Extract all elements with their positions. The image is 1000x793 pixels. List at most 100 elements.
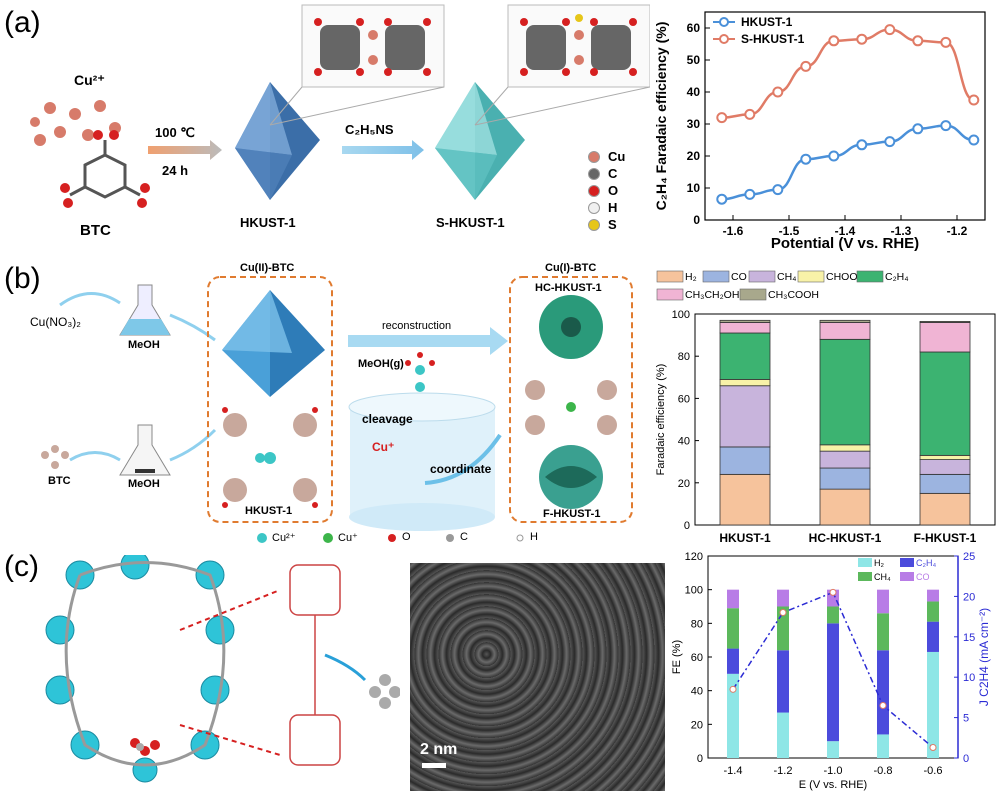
y-tick-label: 30 <box>687 117 701 131</box>
atom-legend-b <box>257 533 524 543</box>
cu1-btc-label: Cu(I)-BTC <box>545 262 597 274</box>
y-tick-label: 60 <box>687 21 701 35</box>
legend-a-label: S <box>608 217 617 232</box>
bar-segment <box>919 492 971 526</box>
category-label: -0.8 <box>874 765 893 777</box>
current-point <box>829 588 837 596</box>
bar-segment <box>827 606 839 624</box>
y-axis-label: Faradaic efficiency (%) <box>655 364 667 476</box>
panel-label-b: (b) <box>4 262 41 295</box>
meoh-label-1: MeOH <box>128 339 160 351</box>
cu-no3-label: Cu(NO₃)₂ <box>30 315 81 329</box>
current-point <box>879 701 887 709</box>
legend-a-item: Cu <box>588 148 648 165</box>
data-point <box>772 184 784 196</box>
category-label: -1.0 <box>824 765 843 777</box>
legend-a-item: S <box>588 216 648 233</box>
bar-segment <box>777 589 789 607</box>
x-axis-label: E (V vs. RHE) <box>799 779 867 791</box>
data-point <box>912 123 924 135</box>
bar-segment <box>927 601 939 622</box>
bar-segment <box>927 621 939 652</box>
category-label: HC-HKUST-1 <box>809 531 882 545</box>
legend-a-item: O <box>588 182 648 199</box>
bar-segment <box>819 338 871 446</box>
mof-structure-c <box>45 555 400 783</box>
legend-swatch <box>858 572 872 581</box>
data-point <box>912 35 924 47</box>
bar-segment <box>919 351 971 456</box>
hkust-structure-b <box>222 407 318 508</box>
legend-a-item: H <box>588 199 648 216</box>
atom-dot <box>588 150 600 163</box>
legend-label: CH₃CH₂OH <box>685 289 739 301</box>
legend-label: CH₄ <box>777 271 796 283</box>
chart-c2h4-fe: -1.6 -1.5 -1.4 -1.3 -1.2 0 10 20 30 40 50 60 Potenti… <box>653 11 986 252</box>
chart-fe-stacked-b: 0 20 40 60 80 100 Faradaic efficiency (%) HKUST… <box>655 270 996 545</box>
legend-a-label: O <box>608 183 619 198</box>
panel-label-c: (c) <box>4 550 39 583</box>
cu-ion-cluster <box>30 100 121 146</box>
data-point <box>884 136 896 148</box>
data-point <box>968 134 980 146</box>
legend-label: C₂H₄ <box>885 271 909 283</box>
bar-segment <box>777 712 789 758</box>
legend-label: S-HKUST-1 <box>741 32 805 46</box>
legend-swatch <box>739 288 767 301</box>
legend-label: CH₄ <box>874 572 891 582</box>
x-tick-label: -1.2 <box>947 224 968 238</box>
y-tick-label: 40 <box>678 436 690 448</box>
cu-plus-label: Cu⁺ <box>372 440 395 454</box>
x-tick-label: -1.5 <box>779 224 800 238</box>
bar-segment <box>819 444 871 452</box>
box-cu1-btc <box>509 276 633 523</box>
y-tick-label: 60 <box>678 393 690 405</box>
bar-segment <box>719 473 771 526</box>
y-axis-label-right: J C2H4 (mA cm⁻²) <box>977 608 991 706</box>
y-tick-label-right: 5 <box>963 713 969 725</box>
arrow-reconstruction <box>348 327 508 355</box>
y-tick-label-right: 25 <box>963 551 975 563</box>
y-tick-label: 100 <box>672 309 690 321</box>
legend-swatch <box>656 270 684 283</box>
f-hkust-label: F-HKUST-1 <box>543 508 601 520</box>
bar-segment <box>819 450 871 469</box>
octahedron-b <box>222 290 325 397</box>
bar-segment <box>719 332 771 380</box>
current-point <box>779 609 787 617</box>
category-label: F-HKUST-1 <box>914 531 977 545</box>
s-hkust-label-a: S-HKUST-1 <box>436 215 505 230</box>
meoh-label-2: MeOH <box>128 478 160 490</box>
bar-segment <box>719 322 771 334</box>
current-point <box>729 685 737 693</box>
cleavage-label: cleavage <box>362 412 413 426</box>
y-tick-label-right: 10 <box>963 672 975 684</box>
bar-segment <box>777 650 789 713</box>
condition-time: 24 h <box>162 163 189 178</box>
x-axis-label: Potential (V vs. RHE) <box>771 235 919 252</box>
arrow-synthesis <box>148 140 222 160</box>
data-point <box>828 150 840 162</box>
legend-b-cu1: Cu⁺ <box>338 532 358 544</box>
legend-swatch <box>856 270 884 283</box>
legend-swatch <box>702 270 730 283</box>
atom-dot <box>588 218 600 231</box>
y-tick-label: 60 <box>691 652 703 664</box>
legend-swatch <box>900 558 914 567</box>
y-tick-label: 0 <box>693 213 700 227</box>
y-axis-label: FE (%) <box>671 640 683 674</box>
y-tick-label: 100 <box>685 585 703 597</box>
x-tick-label: -1.3 <box>891 224 912 238</box>
bar-segment <box>919 454 971 460</box>
atom-dot <box>588 167 600 180</box>
y-tick-label: 0 <box>697 753 703 765</box>
hkust-label-a: HKUST-1 <box>240 215 296 230</box>
x-tick-label: -1.6 <box>723 224 744 238</box>
legend-label: CH₃COOH <box>768 289 819 301</box>
data-point <box>744 108 756 120</box>
bar-segment <box>719 379 771 387</box>
data-point <box>884 24 896 36</box>
scale-bar <box>422 763 446 768</box>
y-tick-label: 50 <box>687 53 701 67</box>
box-cu2-btc <box>207 276 333 523</box>
